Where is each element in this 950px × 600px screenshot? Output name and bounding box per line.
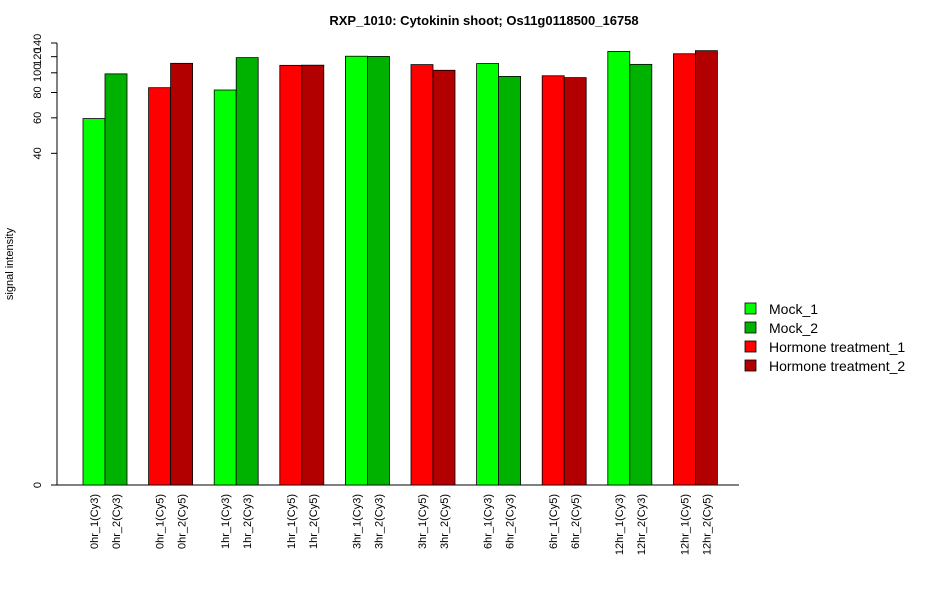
legend-swatch	[744, 321, 757, 334]
x-tick-label: 1hr_1(Cy3)	[220, 494, 232, 549]
x-tick-label: 0hr_2(Cy5)	[177, 494, 189, 549]
x-tick-label: 3hr_2(Cy3)	[373, 494, 385, 549]
x-tick-label: 12hr_1(Cy3)	[614, 494, 626, 555]
bar	[563, 77, 587, 486]
bar	[344, 55, 368, 486]
bar	[213, 89, 237, 486]
bars-group	[82, 50, 718, 486]
x-tick-label: 12hr_2(Cy3)	[636, 494, 648, 555]
legend-label: Hormone treatment_1	[769, 339, 905, 355]
x-tick-label: 3hr_1(Cy3)	[351, 494, 363, 549]
y-tick-label: 100	[32, 64, 44, 82]
y-tick-label: 140	[32, 34, 44, 52]
bar	[366, 56, 390, 486]
y-tick-label: 40	[32, 147, 44, 159]
y-tick-label: 80	[32, 86, 44, 98]
x-tick-label: 1hr_1(Cy5)	[286, 494, 298, 549]
x-tick-label: 6hr_2(Cy3)	[505, 494, 517, 549]
legend-label: Hormone treatment_2	[769, 358, 905, 374]
legend-label: Mock_2	[769, 320, 818, 336]
legend-swatch	[744, 340, 757, 353]
bar	[170, 62, 194, 486]
x-tick-label: 6hr_1(Cy3)	[483, 494, 495, 549]
bar	[235, 57, 259, 486]
bar	[541, 75, 565, 486]
x-tick-label: 12hr_2(Cy5)	[701, 494, 713, 555]
x-tick-label: 1hr_2(Cy3)	[242, 494, 254, 549]
x-tick-label: 6hr_2(Cy5)	[570, 494, 582, 549]
bar	[695, 50, 718, 486]
x-tick-label: 1hr_2(Cy5)	[308, 494, 320, 549]
x-tick-label: 12hr_1(Cy5)	[679, 494, 691, 555]
y-tick-label: 60	[32, 112, 44, 124]
x-tick-label: 0hr_1(Cy3)	[89, 494, 101, 549]
x-tick-label: 3hr_2(Cy5)	[439, 494, 451, 549]
bar	[279, 64, 303, 486]
legend-label: Mock_1	[769, 301, 818, 317]
bar	[148, 87, 172, 486]
legend-swatch	[744, 302, 757, 315]
bar	[432, 69, 456, 486]
x-axis: 0hr_1(Cy3) 0hr_2(Cy3) 0hr_1(Cy5) 0hr_2(Cy5)…	[57, 484, 739, 555]
x-tick-label: 0hr_1(Cy5)	[155, 494, 167, 549]
bar	[476, 63, 500, 486]
bar	[607, 51, 631, 486]
legend-swatch	[744, 359, 757, 372]
x-tick-label: 6hr_1(Cy5)	[548, 494, 560, 549]
bar	[301, 64, 325, 486]
y-tick-label: 0	[32, 482, 44, 488]
y-tick-label: 120	[32, 47, 44, 65]
bar	[673, 53, 696, 486]
chart-title: RXP_1010: Cytokinin shoot; Os11g0118500_…	[329, 13, 638, 28]
bar	[629, 63, 653, 486]
bar	[498, 76, 522, 486]
x-tick-label: 0hr_2(Cy3)	[111, 494, 123, 549]
y-axis-label: signal intensity	[4, 227, 16, 300]
bar	[82, 118, 106, 486]
bar	[410, 64, 434, 486]
bar	[104, 73, 128, 486]
legend: Mock_1 Mock_2 Hormone treatment_1 Hormone t…	[744, 301, 905, 374]
x-tick-label: 3hr_1(Cy5)	[417, 494, 429, 549]
